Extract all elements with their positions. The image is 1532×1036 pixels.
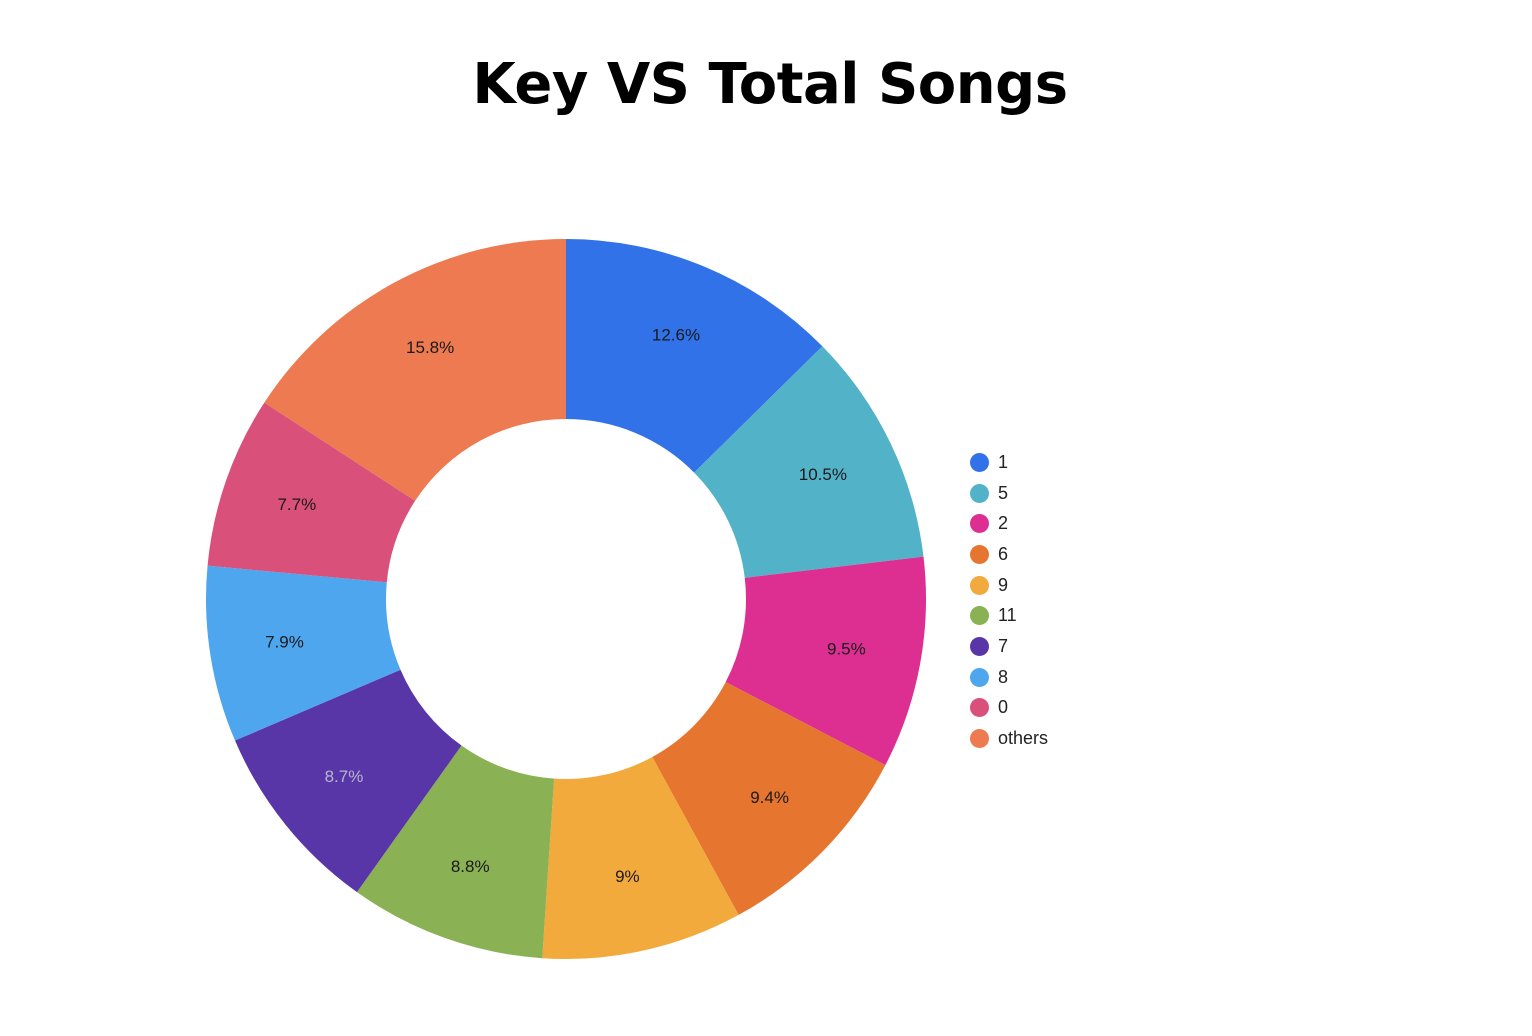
slice-label-1: 12.6% — [652, 326, 700, 345]
legend-item-0: 0 — [970, 693, 1048, 724]
legend-label-1: 1 — [998, 451, 1009, 472]
slice-5 — [694, 346, 924, 578]
legend-swatch-6 — [970, 544, 989, 564]
slice-label-11: 8.8% — [451, 857, 490, 876]
legend-swatch-7 — [970, 636, 989, 656]
slice-11 — [356, 745, 555, 959]
slice-9 — [542, 756, 739, 959]
legend-label-others: others — [998, 728, 1049, 749]
legend-item-others: others — [970, 723, 1048, 754]
slice-label-5: 10.5% — [799, 465, 847, 484]
legend-label-7: 7 — [998, 635, 1009, 656]
slice-label-6: 9.4% — [750, 788, 789, 807]
legend-item-7: 7 — [970, 631, 1048, 662]
slice-label-0: 7.7% — [277, 495, 316, 514]
slice-label-9: 9% — [615, 867, 640, 886]
slices-group — [205, 239, 926, 959]
slice-label-8: 7.9% — [265, 633, 304, 652]
slice-label-others: 15.8% — [406, 338, 454, 357]
legend-item-5: 5 — [970, 478, 1048, 509]
slice-labels-group: 12.6% 10.5% 9.5% 9.4% 9% 8.8% 8.7% 7.9% 7.7% 15.8… — [265, 326, 866, 886]
legend-swatch-5 — [970, 483, 989, 503]
legend-item-9: 9 — [970, 570, 1048, 601]
legend-swatch-11 — [970, 606, 989, 626]
legend-swatch-0 — [970, 698, 989, 718]
legend-swatch-9 — [970, 575, 989, 595]
legend-label-6: 6 — [998, 543, 1009, 564]
legend-label-8: 8 — [998, 666, 1009, 687]
legend-item-6: 6 — [970, 539, 1048, 570]
legend-item-1: 1 — [970, 447, 1048, 478]
legend-label-5: 5 — [998, 482, 1009, 503]
chart-title: Key VS Total Songs — [472, 52, 1068, 117]
slice-others — [264, 239, 566, 501]
slice-8 — [205, 565, 401, 741]
slice-0 — [207, 402, 416, 583]
legend-label-11: 11 — [998, 605, 1017, 626]
legend-label-2: 2 — [998, 513, 1009, 534]
legend-label-0: 0 — [998, 697, 1009, 718]
slice-label-7: 8.7% — [325, 767, 364, 786]
legend-swatch-1 — [970, 452, 989, 472]
slice-6 — [652, 682, 886, 915]
legend-swatch-others — [970, 729, 989, 749]
legend-item-11: 11 — [970, 600, 1048, 631]
legend-swatch-2 — [970, 514, 989, 534]
legend-item-2: 2 — [970, 508, 1048, 539]
legend-label-9: 9 — [998, 574, 1009, 595]
legend: 1 5 2 6 9 11 7 8 0 others — [970, 447, 1048, 754]
legend-swatch-8 — [970, 667, 989, 687]
legend-item-8: 8 — [970, 662, 1048, 693]
slice-2 — [725, 556, 926, 766]
slice-1 — [566, 239, 823, 473]
slice-7 — [234, 669, 462, 893]
slice-label-2: 9.5% — [827, 640, 866, 659]
